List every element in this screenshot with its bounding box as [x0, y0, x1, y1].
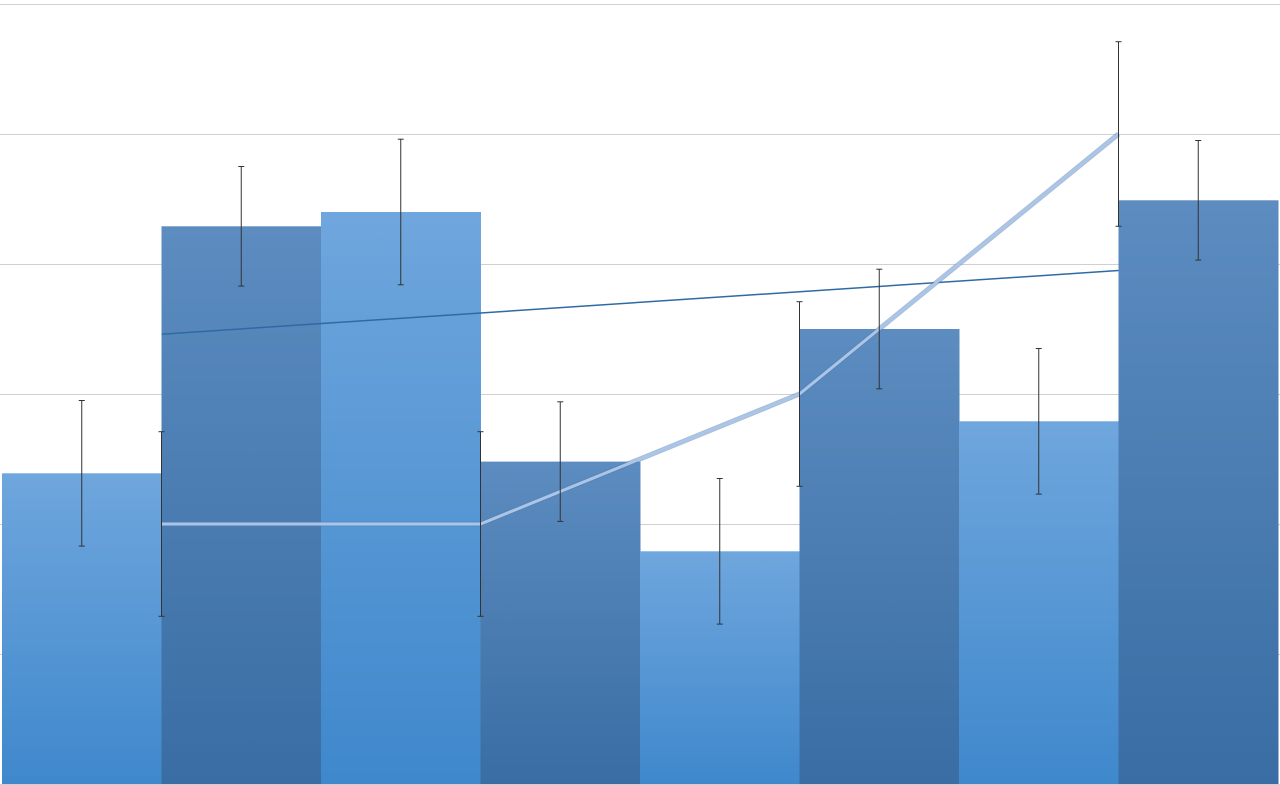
bar: [321, 212, 481, 784]
bar: [799, 329, 960, 784]
line-series: [161, 132, 1121, 527]
trendline: [161, 269, 1119, 335]
bar-series: [2, 200, 1279, 785]
line-path: [161, 132, 1120, 526]
bar: [161, 226, 322, 785]
bar: [1118, 200, 1279, 785]
trendline-segment: [161, 269, 1119, 335]
error-bars: [78, 41, 1202, 625]
